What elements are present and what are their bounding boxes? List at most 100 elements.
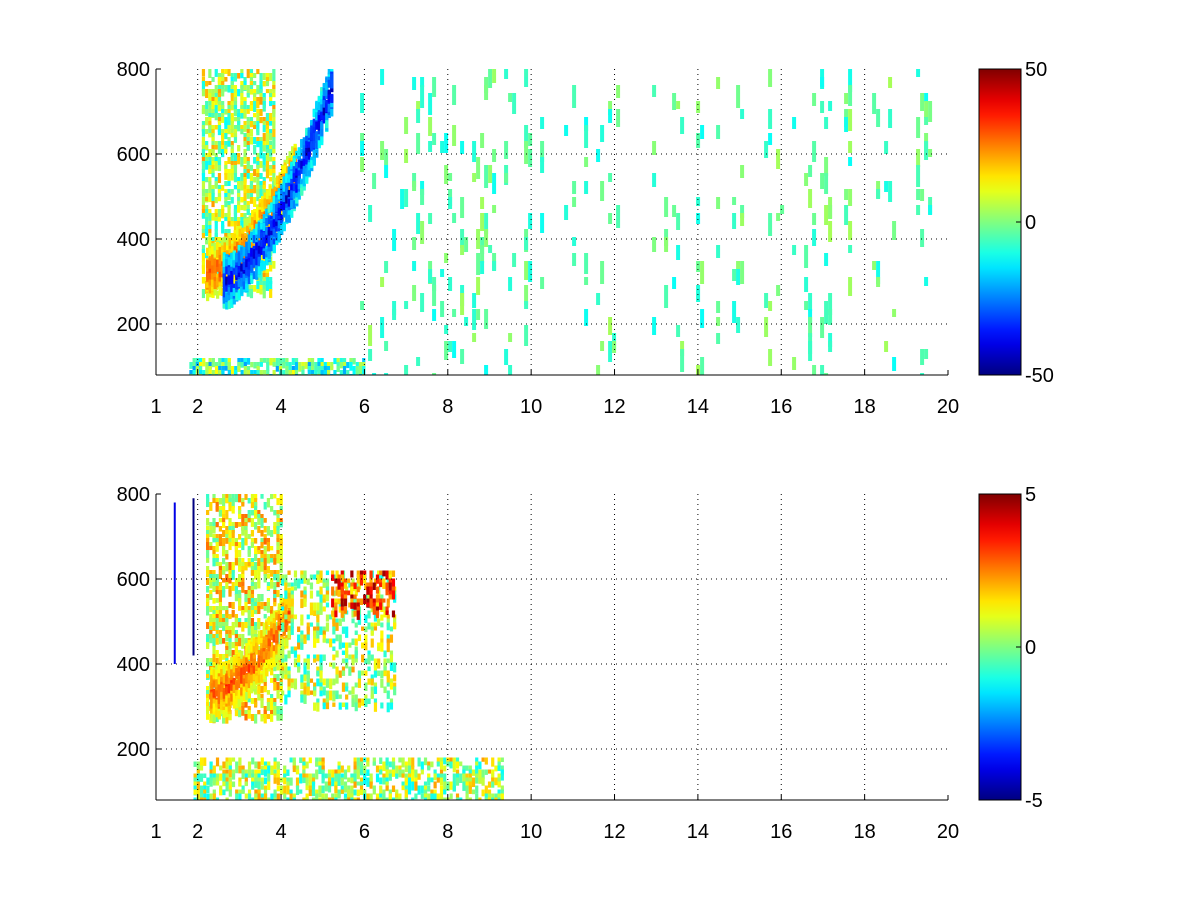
heatmap-cell xyxy=(404,765,408,773)
heatmap-cell xyxy=(266,370,270,375)
heatmap-cell xyxy=(206,526,210,534)
heatmap-cell xyxy=(367,594,371,600)
heatmap-cell xyxy=(375,594,380,601)
heatmap-cell xyxy=(350,797,354,800)
heatmap-cell xyxy=(848,69,853,92)
heatmap-cell xyxy=(247,606,251,614)
heatmap-cell xyxy=(808,165,813,177)
heatmap-cell xyxy=(322,594,326,602)
heatmap-cell xyxy=(300,590,304,598)
heatmap-cell xyxy=(232,259,236,268)
heatmap-cell xyxy=(315,761,319,766)
heatmap-cell xyxy=(364,682,368,691)
heatmap-cell xyxy=(319,666,323,673)
heatmap-cell xyxy=(201,249,206,256)
heatmap-cell xyxy=(375,793,380,800)
heatmap-cell xyxy=(266,566,271,574)
heatmap-cell xyxy=(740,213,745,226)
heatmap-cell xyxy=(232,251,236,260)
heatmap-cell xyxy=(218,594,223,603)
heatmap-cell xyxy=(307,145,311,154)
heatmap-cell xyxy=(260,757,264,765)
heatmap-cell xyxy=(277,202,281,211)
heatmap-cell xyxy=(217,710,221,719)
heatmap-cell xyxy=(240,650,244,659)
heatmap-cell xyxy=(237,73,241,79)
heatmap-cell xyxy=(243,101,247,111)
heatmap-cell xyxy=(291,358,295,366)
heatmap-cell xyxy=(267,630,271,639)
heatmap-cell xyxy=(220,669,224,678)
heatmap-cell xyxy=(262,232,266,241)
heatmap-cell xyxy=(460,245,465,255)
heatmap-cell xyxy=(382,761,386,766)
heatmap-cell xyxy=(250,598,255,603)
heatmap-cell xyxy=(272,211,276,220)
heatmap-cell xyxy=(218,263,222,272)
heatmap-cell xyxy=(266,702,271,711)
heatmap-cell xyxy=(225,695,229,704)
heatmap-cell xyxy=(196,761,200,772)
heatmap-cell xyxy=(920,93,925,111)
heatmap-cell xyxy=(216,263,220,272)
heatmap-cell xyxy=(257,630,261,639)
heatmap-cell xyxy=(243,153,247,158)
heatmap-cell xyxy=(343,769,348,780)
heatmap-cell xyxy=(306,634,310,641)
heatmap-cell xyxy=(287,214,291,223)
heatmap-cell xyxy=(314,362,318,372)
heatmap-cell xyxy=(215,699,219,708)
heatmap-cell xyxy=(212,642,216,648)
heatmap-cell xyxy=(920,229,925,247)
heatmap-cell xyxy=(250,638,255,644)
heatmap-cell xyxy=(212,765,216,776)
heatmap-cell xyxy=(228,602,232,608)
heatmap-cell xyxy=(331,574,335,581)
heatmap-cell xyxy=(350,777,354,784)
heatmap-cell xyxy=(388,769,392,776)
heatmap-cell xyxy=(215,586,219,592)
heatmap-cell xyxy=(212,679,216,688)
heatmap-cell xyxy=(256,177,260,186)
heatmap-cell xyxy=(222,781,226,787)
heatmap-cell xyxy=(292,183,296,192)
heatmap-cell xyxy=(356,586,360,593)
heatmap-cell xyxy=(428,141,433,152)
heatmap-cell xyxy=(222,789,226,796)
heatmap-cell xyxy=(232,684,236,693)
heatmap-cell xyxy=(287,674,291,681)
heatmap-cell xyxy=(341,650,346,655)
heatmap-cell xyxy=(231,781,236,788)
heatmap-cell xyxy=(347,777,351,783)
heatmap-cell xyxy=(332,654,336,661)
heatmap-cell xyxy=(273,594,277,601)
heatmap-cell xyxy=(379,793,383,800)
heatmap-cell xyxy=(300,618,304,626)
heatmap-cell xyxy=(379,582,383,588)
heatmap-cell xyxy=(240,105,244,112)
heatmap-cell xyxy=(246,121,250,126)
heatmap-cell xyxy=(213,242,217,251)
heatmap-cell xyxy=(281,638,285,648)
heatmap-cell xyxy=(227,287,231,296)
heatmap-cell xyxy=(305,147,309,156)
heatmap-cell xyxy=(245,663,249,672)
heatmap-cell xyxy=(369,777,373,785)
heatmap-cell xyxy=(215,598,219,603)
heatmap-cell xyxy=(412,181,417,191)
heatmap-cell xyxy=(249,69,254,75)
heatmap-cell xyxy=(243,97,247,102)
heatmap-cell xyxy=(237,157,241,165)
heatmap-cell xyxy=(220,684,224,693)
heatmap-cell xyxy=(215,578,219,583)
heatmap-cell xyxy=(302,170,306,179)
heatmap-cell xyxy=(295,195,299,204)
heatmap-cell xyxy=(287,198,291,207)
heatmap-cell xyxy=(205,101,209,106)
heatmap-cell xyxy=(812,93,817,106)
heatmap-cell xyxy=(193,773,197,780)
heatmap-cell xyxy=(225,777,229,785)
heatmap-cell xyxy=(287,189,291,198)
heatmap-cell xyxy=(263,777,268,785)
heatmap-cell xyxy=(353,582,357,590)
